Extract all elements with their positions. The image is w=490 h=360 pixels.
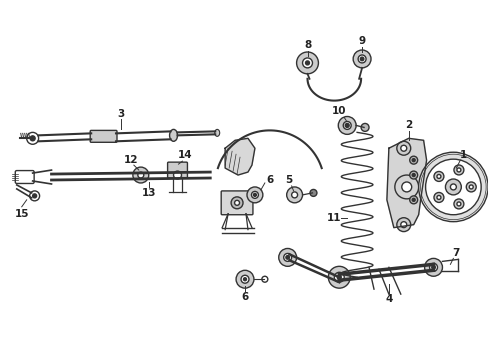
Circle shape bbox=[236, 270, 254, 288]
Text: 6: 6 bbox=[266, 175, 273, 185]
Text: 8: 8 bbox=[304, 40, 311, 50]
Circle shape bbox=[253, 193, 256, 196]
Circle shape bbox=[361, 123, 369, 131]
FancyBboxPatch shape bbox=[90, 130, 117, 142]
Circle shape bbox=[397, 218, 411, 231]
Text: 12: 12 bbox=[123, 155, 138, 165]
Circle shape bbox=[33, 194, 37, 198]
FancyBboxPatch shape bbox=[168, 162, 188, 178]
Circle shape bbox=[306, 61, 310, 65]
Text: 11: 11 bbox=[327, 213, 342, 223]
Circle shape bbox=[251, 192, 258, 198]
Circle shape bbox=[466, 182, 476, 192]
Circle shape bbox=[469, 185, 473, 189]
Circle shape bbox=[310, 189, 317, 196]
Circle shape bbox=[337, 275, 341, 279]
Text: 14: 14 bbox=[178, 150, 193, 160]
FancyBboxPatch shape bbox=[221, 191, 253, 215]
Circle shape bbox=[457, 202, 461, 206]
Polygon shape bbox=[387, 138, 427, 228]
Text: 5: 5 bbox=[285, 175, 293, 185]
Circle shape bbox=[338, 117, 356, 134]
Circle shape bbox=[133, 167, 149, 183]
Text: 1: 1 bbox=[460, 150, 467, 160]
Circle shape bbox=[296, 52, 318, 74]
Text: 10: 10 bbox=[332, 105, 346, 116]
Circle shape bbox=[457, 168, 461, 172]
Polygon shape bbox=[225, 138, 255, 175]
Circle shape bbox=[30, 191, 40, 201]
Circle shape bbox=[412, 159, 415, 162]
Circle shape bbox=[235, 201, 240, 205]
Text: 7: 7 bbox=[453, 248, 460, 258]
Circle shape bbox=[401, 145, 407, 151]
Circle shape bbox=[437, 195, 441, 199]
Circle shape bbox=[284, 253, 292, 261]
Circle shape bbox=[328, 266, 350, 288]
Circle shape bbox=[279, 248, 296, 266]
Circle shape bbox=[138, 172, 144, 178]
Circle shape bbox=[353, 50, 371, 68]
Circle shape bbox=[432, 266, 435, 269]
Circle shape bbox=[231, 197, 243, 209]
Circle shape bbox=[418, 152, 488, 222]
Circle shape bbox=[247, 187, 263, 203]
Circle shape bbox=[426, 159, 481, 215]
Circle shape bbox=[412, 174, 415, 176]
Circle shape bbox=[334, 272, 344, 282]
Circle shape bbox=[244, 278, 246, 281]
Circle shape bbox=[445, 179, 461, 195]
Circle shape bbox=[302, 58, 313, 68]
Circle shape bbox=[454, 199, 464, 209]
Circle shape bbox=[345, 123, 349, 127]
Circle shape bbox=[173, 171, 181, 179]
Circle shape bbox=[292, 192, 297, 198]
Circle shape bbox=[26, 132, 39, 144]
Circle shape bbox=[395, 175, 418, 199]
Circle shape bbox=[412, 198, 415, 201]
Circle shape bbox=[402, 182, 412, 192]
Circle shape bbox=[30, 136, 35, 141]
Text: 15: 15 bbox=[15, 209, 29, 219]
Circle shape bbox=[410, 156, 417, 164]
Circle shape bbox=[450, 184, 456, 190]
Circle shape bbox=[430, 264, 438, 271]
Circle shape bbox=[454, 165, 464, 175]
Circle shape bbox=[410, 171, 417, 179]
FancyBboxPatch shape bbox=[15, 171, 34, 184]
Circle shape bbox=[343, 121, 351, 129]
Text: 6: 6 bbox=[242, 292, 248, 302]
Text: 9: 9 bbox=[359, 36, 366, 46]
Text: 3: 3 bbox=[117, 108, 124, 118]
Text: 13: 13 bbox=[142, 188, 156, 198]
Circle shape bbox=[241, 275, 249, 283]
Ellipse shape bbox=[170, 129, 177, 141]
Circle shape bbox=[287, 187, 302, 203]
Circle shape bbox=[360, 57, 364, 61]
Text: 4: 4 bbox=[385, 294, 392, 304]
Circle shape bbox=[358, 55, 366, 63]
Text: 2: 2 bbox=[405, 121, 413, 130]
Ellipse shape bbox=[215, 129, 220, 136]
Circle shape bbox=[410, 196, 417, 204]
Circle shape bbox=[434, 171, 444, 181]
Circle shape bbox=[425, 258, 442, 276]
Circle shape bbox=[401, 222, 407, 228]
Circle shape bbox=[397, 141, 411, 155]
Circle shape bbox=[262, 276, 268, 282]
Circle shape bbox=[286, 256, 290, 259]
Circle shape bbox=[434, 193, 444, 202]
Circle shape bbox=[437, 175, 441, 179]
